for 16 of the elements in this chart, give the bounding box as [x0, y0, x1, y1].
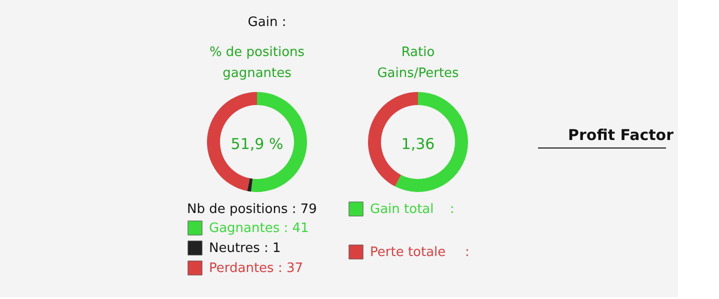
legend-label: Gagnantes : 41 — [209, 221, 309, 236]
chart-title: % de positions gagnantes — [209, 45, 305, 81]
text: Profit Factor — [568, 126, 674, 144]
legend-label: Gain total — [370, 202, 434, 217]
text: 1,36 — [401, 135, 435, 153]
donut-slice — [395, 92, 468, 192]
text: Nb de positions : 79 — [187, 202, 317, 217]
text: : — [450, 202, 454, 217]
legend-label: Perte totale — [370, 245, 446, 260]
donut-slice — [247, 178, 253, 192]
chart-title: Ratio Gains/Pertes — [377, 45, 460, 81]
legend-label: Neutres : 1 — [209, 241, 281, 256]
text: 51,9 % — [230, 135, 284, 153]
text: Gain : — [248, 15, 286, 30]
legend-label: Perdantes : 37 — [209, 261, 304, 276]
text: : — [465, 245, 470, 260]
